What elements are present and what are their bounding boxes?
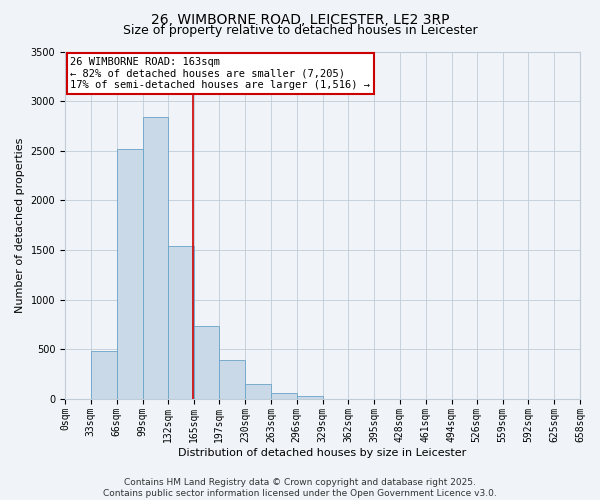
Bar <box>143 117 169 399</box>
Bar <box>116 149 143 399</box>
Text: 26, WIMBORNE ROAD, LEICESTER, LE2 3RP: 26, WIMBORNE ROAD, LEICESTER, LE2 3RP <box>151 12 449 26</box>
Bar <box>194 326 219 399</box>
Text: Size of property relative to detached houses in Leicester: Size of property relative to detached ho… <box>122 24 478 37</box>
Bar <box>296 396 323 399</box>
Bar <box>271 392 296 399</box>
Y-axis label: Number of detached properties: Number of detached properties <box>15 138 25 313</box>
Bar <box>219 360 245 399</box>
X-axis label: Distribution of detached houses by size in Leicester: Distribution of detached houses by size … <box>178 448 467 458</box>
Bar <box>169 246 194 399</box>
Bar <box>91 352 116 399</box>
Bar <box>245 384 271 399</box>
Text: 26 WIMBORNE ROAD: 163sqm
← 82% of detached houses are smaller (7,205)
17% of sem: 26 WIMBORNE ROAD: 163sqm ← 82% of detach… <box>70 56 370 90</box>
Text: Contains HM Land Registry data © Crown copyright and database right 2025.
Contai: Contains HM Land Registry data © Crown c… <box>103 478 497 498</box>
